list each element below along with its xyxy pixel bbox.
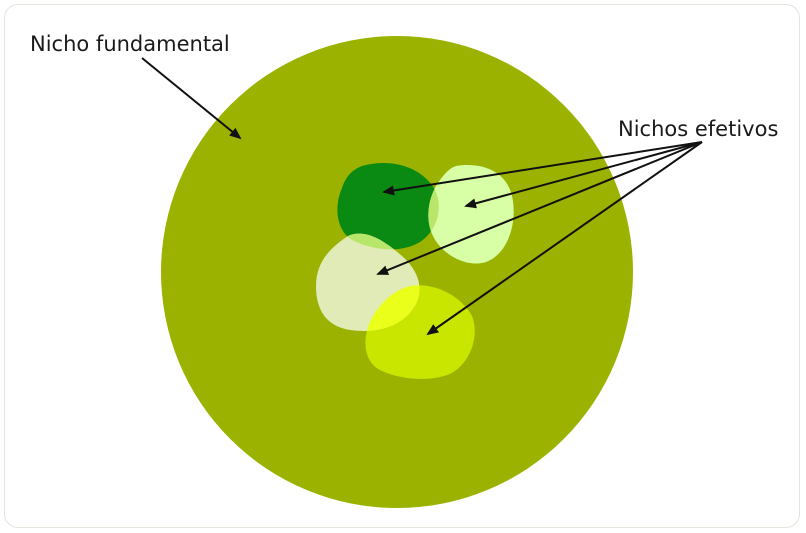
label-effective-niches: Nichos efetivos xyxy=(618,117,778,141)
effective-niche-dark-green xyxy=(337,162,439,250)
arrow-fundamental xyxy=(141,57,242,140)
arrow-effective-4 xyxy=(426,141,703,336)
arrow-effective-3 xyxy=(376,141,703,275)
effective-niche-pale-green xyxy=(428,165,514,264)
arrow-effective-2 xyxy=(464,141,703,209)
overlap-yellow-region xyxy=(365,285,420,331)
arrow-effective-1 xyxy=(382,141,703,196)
overlap-cream-darkgreen xyxy=(337,233,420,331)
label-fundamental-niche: Nicho fundamental xyxy=(30,32,230,56)
